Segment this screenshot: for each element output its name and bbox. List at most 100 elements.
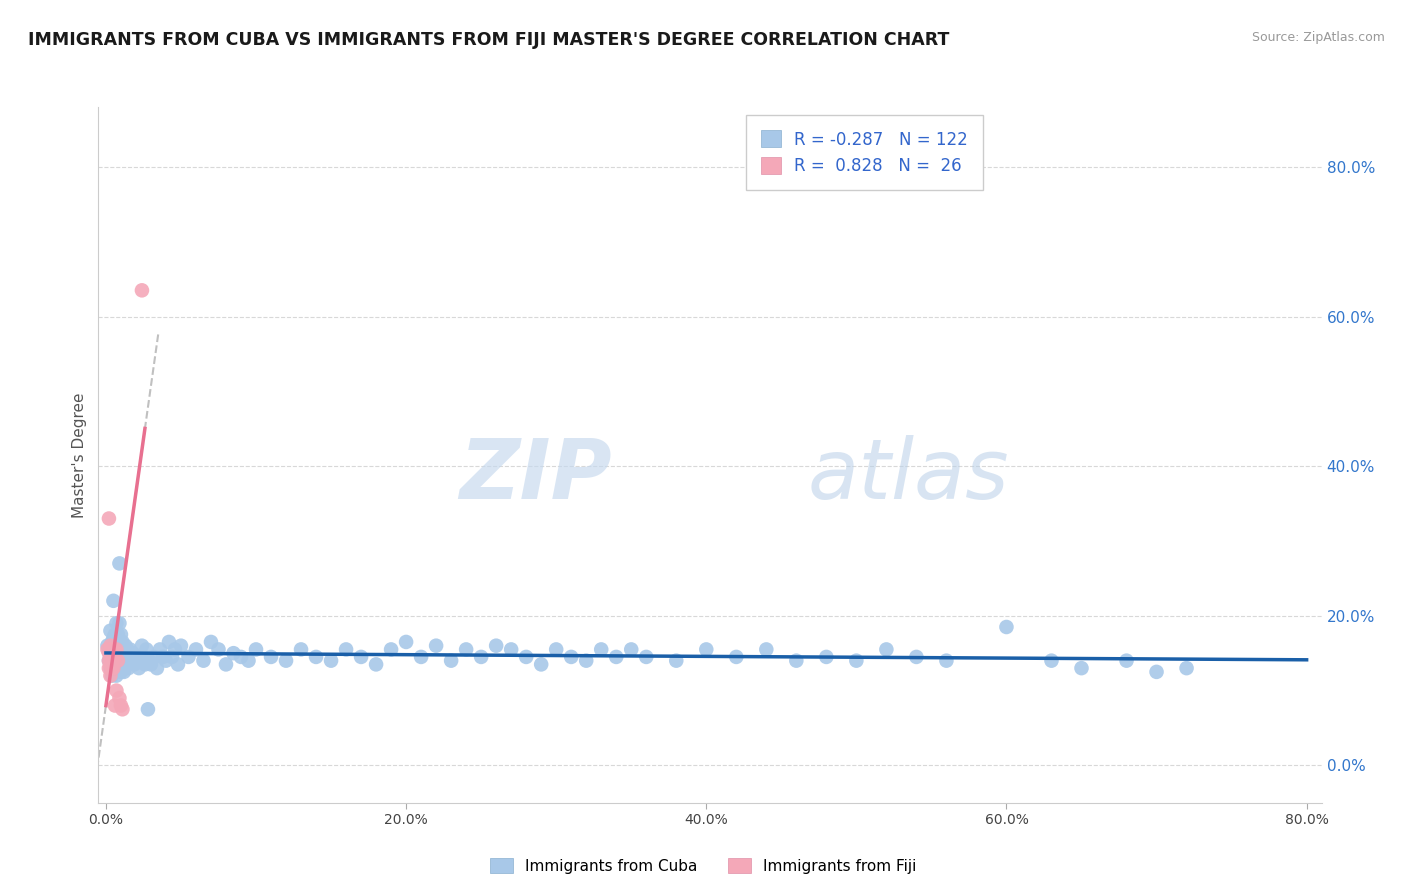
- Point: [146, 661, 169, 675]
- Point: [111, 657, 134, 672]
- Point: [364, 657, 387, 672]
- Point: [142, 649, 165, 664]
- Point: [193, 654, 215, 668]
- Point: [101, 668, 124, 682]
- Point: [215, 657, 238, 672]
- Point: [131, 639, 153, 653]
- Point: [104, 698, 127, 713]
- Point: [100, 649, 122, 664]
- Text: IMMIGRANTS FROM CUBA VS IMMIGRANTS FROM FIJI MASTER'S DEGREE CORRELATION CHART: IMMIGRANTS FROM CUBA VS IMMIGRANTS FROM …: [28, 31, 949, 49]
- Point: [100, 649, 122, 664]
- Point: [101, 654, 124, 668]
- Point: [238, 654, 260, 668]
- Point: [591, 642, 613, 657]
- Text: Source: ZipAtlas.com: Source: ZipAtlas.com: [1251, 31, 1385, 45]
- Point: [425, 639, 447, 653]
- Point: [149, 642, 172, 657]
- Point: [105, 642, 128, 657]
- Point: [167, 657, 190, 672]
- Point: [103, 642, 125, 657]
- Point: [97, 511, 120, 525]
- Point: [290, 642, 312, 657]
- Text: atlas: atlas: [808, 435, 1010, 516]
- Point: [305, 649, 328, 664]
- Point: [456, 642, 478, 657]
- Point: [100, 642, 122, 657]
- Point: [104, 657, 127, 672]
- Point: [335, 642, 357, 657]
- Legend: R = -0.287   N = 122, R =  0.828   N =  26: R = -0.287 N = 122, R = 0.828 N = 26: [747, 115, 983, 190]
- Point: [101, 646, 124, 660]
- Point: [128, 661, 150, 675]
- Point: [485, 639, 508, 653]
- Point: [100, 642, 122, 657]
- Point: [103, 654, 125, 668]
- Point: [112, 654, 135, 668]
- Point: [108, 557, 131, 571]
- Point: [138, 654, 160, 668]
- Point: [170, 639, 193, 653]
- Point: [260, 649, 283, 664]
- Point: [665, 654, 688, 668]
- Point: [100, 668, 122, 682]
- Point: [1146, 665, 1168, 679]
- Point: [105, 635, 128, 649]
- Point: [560, 649, 582, 664]
- Point: [101, 639, 124, 653]
- Point: [110, 698, 132, 713]
- Point: [636, 649, 658, 664]
- Point: [103, 642, 125, 657]
- Point: [105, 668, 128, 682]
- Point: [1070, 661, 1092, 675]
- Point: [132, 649, 155, 664]
- Point: [107, 654, 129, 668]
- Point: [184, 642, 207, 657]
- Point: [245, 642, 267, 657]
- Point: [118, 642, 141, 657]
- Point: [1175, 661, 1198, 675]
- Point: [127, 654, 149, 668]
- Point: [905, 649, 928, 664]
- Point: [105, 654, 128, 668]
- Point: [101, 649, 124, 664]
- Point: [100, 639, 122, 653]
- Point: [131, 283, 153, 297]
- Point: [875, 642, 897, 657]
- Point: [120, 649, 142, 664]
- Point: [575, 654, 598, 668]
- Point: [163, 642, 186, 657]
- Point: [108, 639, 131, 653]
- Point: [101, 635, 124, 649]
- Point: [103, 594, 125, 608]
- Point: [100, 661, 122, 675]
- Point: [274, 654, 297, 668]
- Point: [785, 654, 807, 668]
- Point: [160, 649, 183, 664]
- Point: [100, 624, 122, 638]
- Point: [117, 661, 139, 675]
- Point: [97, 646, 120, 660]
- Point: [380, 642, 402, 657]
- Point: [725, 649, 748, 664]
- Point: [129, 654, 152, 668]
- Point: [111, 702, 134, 716]
- Text: ZIP: ZIP: [460, 435, 612, 516]
- Point: [157, 635, 180, 649]
- Point: [103, 661, 125, 675]
- Point: [96, 642, 118, 657]
- Point: [395, 635, 418, 649]
- Point: [222, 646, 245, 660]
- Point: [115, 657, 138, 672]
- Point: [107, 627, 129, 641]
- Point: [134, 657, 156, 672]
- Point: [845, 654, 868, 668]
- Legend: Immigrants from Cuba, Immigrants from Fiji: Immigrants from Cuba, Immigrants from Fi…: [484, 852, 922, 880]
- Point: [104, 627, 127, 641]
- Point: [114, 649, 136, 664]
- Point: [97, 661, 120, 675]
- Point: [122, 646, 145, 660]
- Point: [530, 657, 553, 672]
- Point: [97, 642, 120, 657]
- Point: [97, 654, 120, 668]
- Point: [101, 642, 124, 657]
